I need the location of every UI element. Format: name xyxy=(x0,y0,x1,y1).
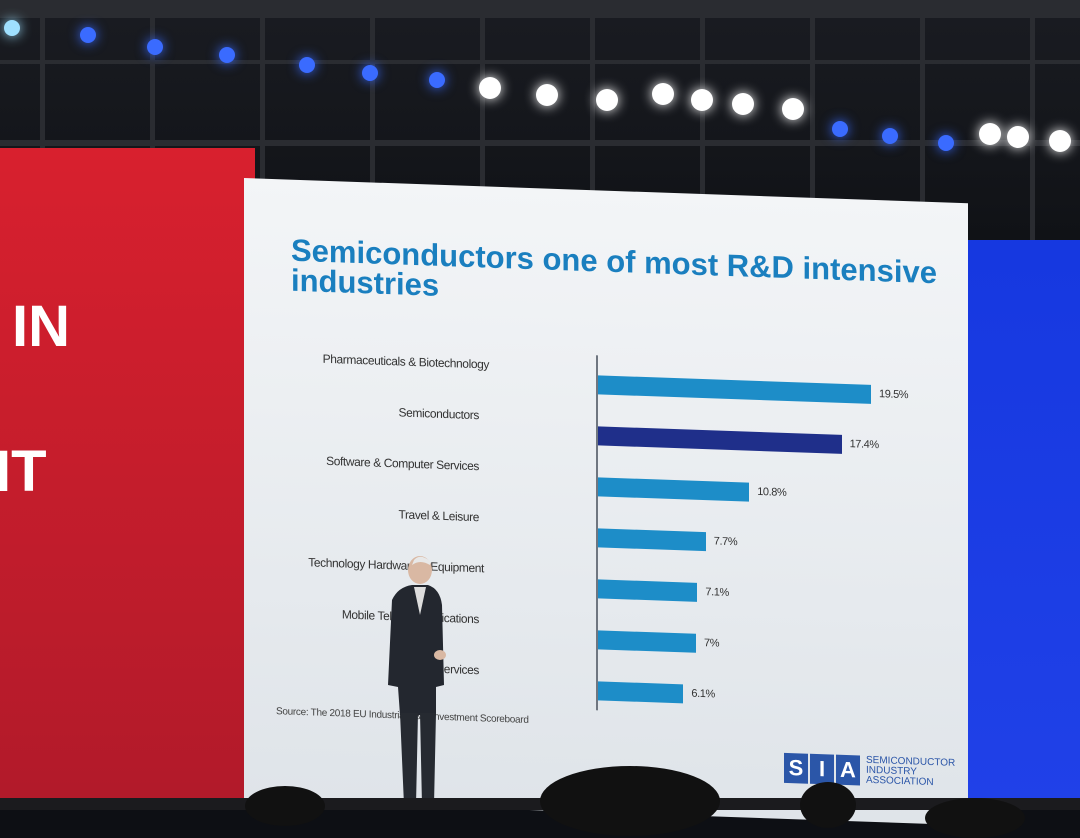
stage-light xyxy=(691,89,713,111)
stage-light xyxy=(882,128,898,144)
bar xyxy=(598,681,684,704)
audience-head xyxy=(800,782,856,828)
stage-light xyxy=(1049,130,1071,152)
presentation-slide: Semiconductors one of most R&D intensive… xyxy=(244,178,968,826)
stage-light xyxy=(782,98,804,120)
truss-beam xyxy=(0,0,1080,18)
left-red-panel: IN IT xyxy=(0,148,255,810)
truss-post xyxy=(370,0,375,240)
truss-post xyxy=(810,0,815,240)
stage-light xyxy=(4,20,20,36)
truss-beam xyxy=(0,60,1080,64)
presenter xyxy=(388,556,446,805)
stage-light xyxy=(596,89,618,111)
panel-text: IT xyxy=(0,439,47,504)
value-label: 7.7% xyxy=(713,535,738,549)
truss-post xyxy=(590,0,595,240)
value-label: 19.5% xyxy=(879,388,909,402)
stage-light xyxy=(479,77,501,99)
value-label: 10.8% xyxy=(757,485,787,499)
logo-letter: I xyxy=(810,753,834,785)
truss-post xyxy=(920,0,925,240)
bar xyxy=(598,375,871,404)
truss-beam xyxy=(0,140,1080,146)
stage-light xyxy=(80,27,96,43)
stage-light xyxy=(536,84,558,106)
value-label: 7.1% xyxy=(705,586,729,599)
stage-light xyxy=(1007,126,1029,148)
slide-title: Semiconductors one of most R&D intensive… xyxy=(291,232,937,303)
value-label: 6.1% xyxy=(691,687,715,701)
right-blue-panel xyxy=(966,240,1080,810)
logo-letter: A xyxy=(836,754,860,786)
stage-light xyxy=(147,39,163,55)
truss-post xyxy=(40,0,45,240)
logo-letter: S xyxy=(784,752,808,784)
stage-light xyxy=(362,65,378,81)
value-label: 7% xyxy=(704,637,720,650)
stage-light xyxy=(979,123,1001,145)
bar xyxy=(598,528,706,552)
audience-head xyxy=(925,798,1025,838)
truss-post xyxy=(260,0,265,240)
stage-light xyxy=(938,135,954,151)
truss-post xyxy=(700,0,705,240)
stage-light xyxy=(832,121,848,137)
audience-head xyxy=(245,786,325,826)
sia-logo: S I A SEMICONDUCTOR INDUSTRY ASSOCIATION xyxy=(784,752,955,789)
truss-post xyxy=(1030,0,1035,240)
stage-light xyxy=(652,83,674,105)
bar xyxy=(598,630,696,653)
stage-light xyxy=(429,72,445,88)
stage-light xyxy=(732,93,754,115)
stage-light xyxy=(299,57,315,73)
audience-head xyxy=(540,766,720,836)
bar xyxy=(598,426,842,454)
chart-axis xyxy=(596,355,598,711)
value-label: 17.4% xyxy=(849,438,879,452)
logo-line: ASSOCIATION xyxy=(866,774,934,789)
bar xyxy=(598,579,698,602)
stage-light xyxy=(219,47,235,63)
panel-text: IN xyxy=(12,294,70,359)
bar xyxy=(598,477,750,502)
truss-post xyxy=(480,0,485,240)
truss-post xyxy=(150,0,155,240)
